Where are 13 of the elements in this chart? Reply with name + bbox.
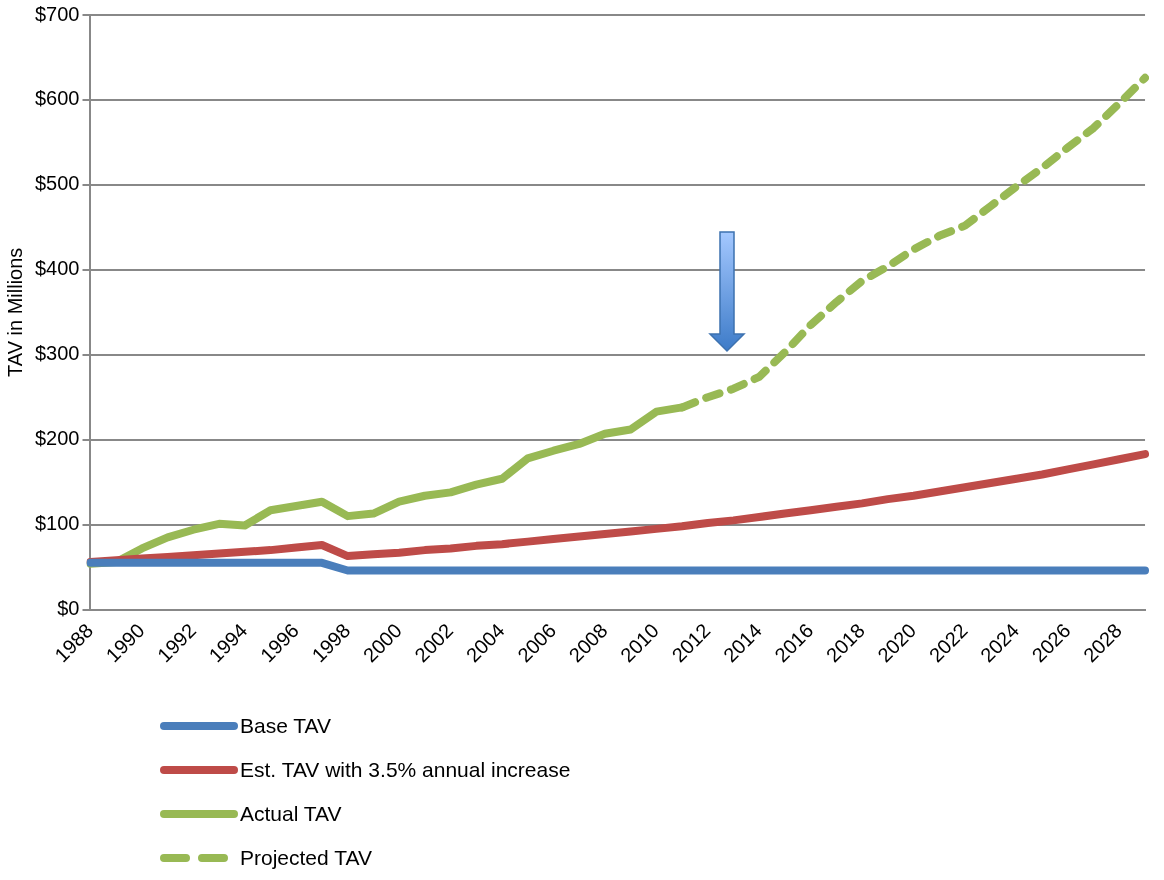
legend-label: Est. TAV with 3.5% annual increase [240,758,571,782]
y-axis-title: TAV in Millions [3,247,26,377]
y-tick-label: $0 [57,597,80,620]
y-tick-label: $100 [34,512,80,535]
legend-label: Base TAV [240,714,332,738]
legend-label: Actual TAV [240,802,342,826]
y-tick-label: $200 [34,427,80,450]
legend-label: Projected TAV [240,846,372,870]
y-tick-label: $300 [34,342,80,365]
y-tick-label: $600 [34,87,80,110]
y-tick-label: $500 [34,172,80,195]
y-tick-label: $700 [34,2,80,25]
y-tick-label: $400 [34,257,80,280]
